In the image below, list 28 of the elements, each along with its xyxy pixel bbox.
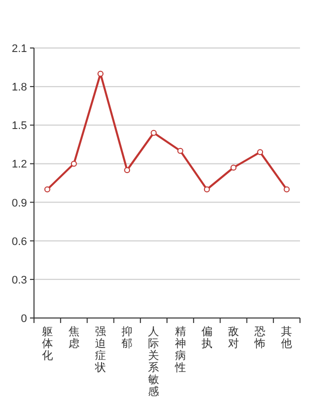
- y-tick-label: 0.6: [12, 236, 27, 248]
- point: [150, 130, 157, 136]
- y-tick-label: 2.1: [12, 43, 27, 55]
- point: [44, 186, 50, 192]
- y-tick-label: 0: [20, 313, 27, 325]
- point: [257, 149, 264, 156]
- x-tick-label: 精神病性: [174, 326, 186, 374]
- y-tick-label: 1.8: [12, 82, 27, 94]
- y-tick-label: 0.9: [12, 197, 27, 210]
- x-tick-label: 敌对: [228, 326, 239, 350]
- point: [98, 70, 104, 77]
- x-tick-label: 焦虑: [68, 326, 80, 350]
- y-tick-label: 1.5: [12, 120, 27, 132]
- point: [284, 186, 290, 192]
- x-tick-label: 人际关系敏感: [148, 326, 160, 398]
- x-tick-label: 恐怖: [254, 326, 266, 350]
- x-tick-label: 其他: [281, 325, 292, 350]
- x-tick-label: 躯体化: [42, 326, 53, 362]
- point: [70, 160, 77, 167]
- x-tick-label: 强迫症状: [94, 326, 106, 374]
- x-tick-label: 偏执: [201, 326, 212, 350]
- point: [124, 167, 130, 174]
- y-tick-label: 0.3: [12, 274, 27, 286]
- point: [177, 148, 184, 154]
- point: [230, 164, 236, 171]
- point: [204, 186, 210, 192]
- y-tick-label: 1.2: [12, 158, 27, 171]
- x-tick-label: 抑郁: [122, 326, 133, 350]
